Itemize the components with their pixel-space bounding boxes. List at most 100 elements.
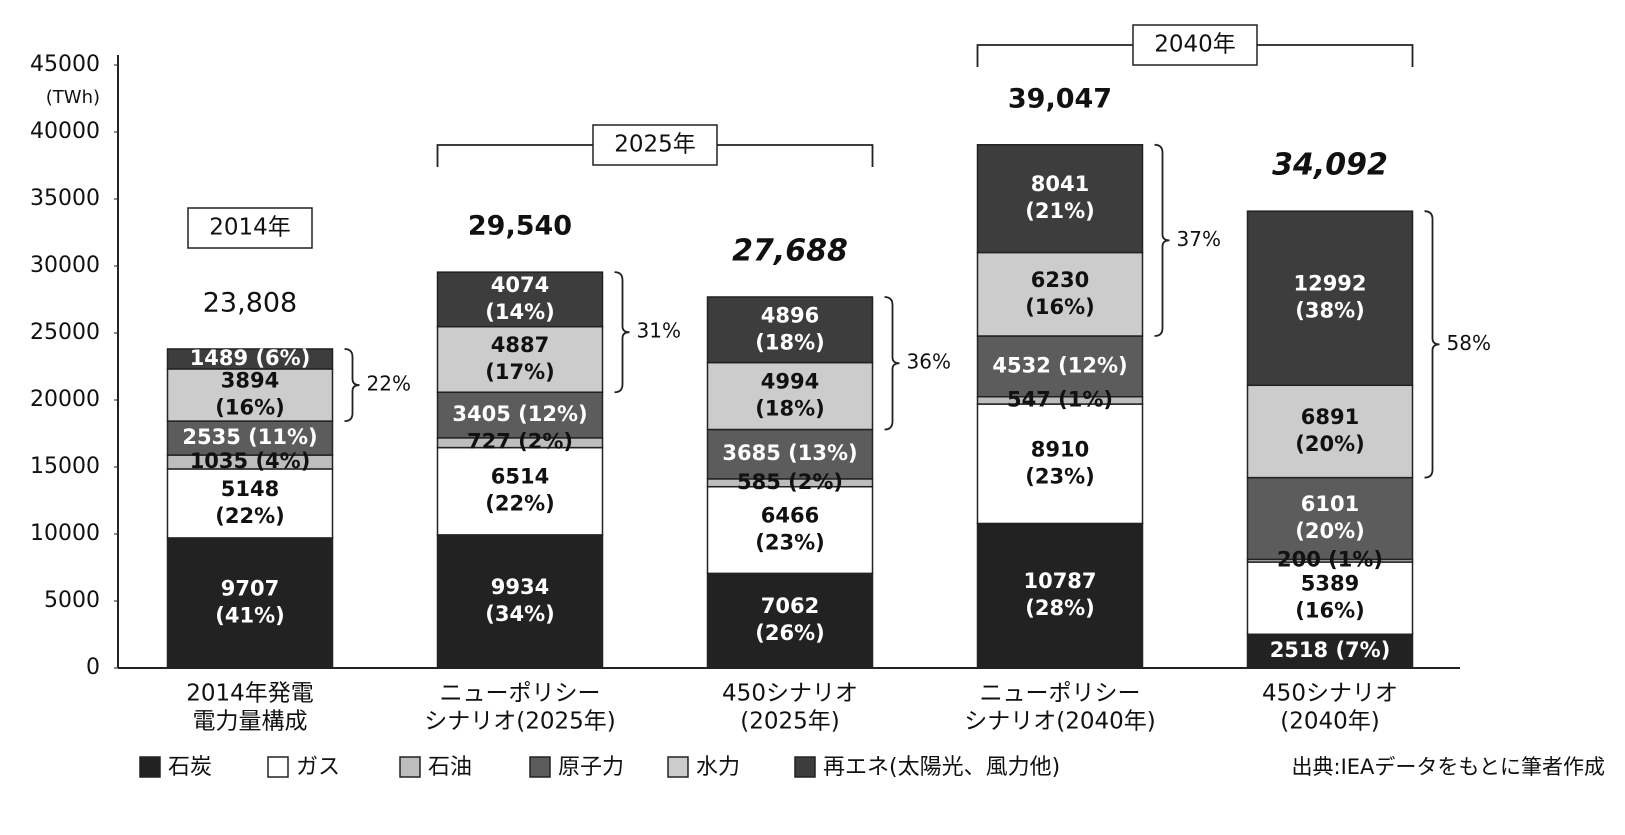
- brace: [1424, 210, 1440, 479]
- bar-segment: [436, 271, 604, 328]
- total-label: 27,688: [732, 233, 848, 268]
- y-unit: (TWh): [46, 87, 100, 108]
- brace-label: 37%: [1177, 227, 1221, 251]
- value-label: 7062: [761, 594, 819, 618]
- legend-swatch: [794, 756, 816, 778]
- x-tick-label: (2040年): [1280, 709, 1379, 735]
- bar-segment: [1246, 384, 1414, 479]
- bar-segment: [436, 534, 604, 669]
- legend-swatch: [139, 756, 161, 778]
- y-tick-label: 10000: [30, 521, 100, 546]
- value-label: (23%): [755, 531, 824, 555]
- source: 出典:IEAデータをもとに筆者作成: [1292, 755, 1605, 779]
- total-label: 34,092: [1272, 148, 1388, 183]
- value-label: 585 (2%): [737, 470, 843, 494]
- value-label: (16%): [215, 396, 284, 420]
- total-label: 39,047: [1008, 83, 1112, 114]
- value-label: 4994: [761, 370, 819, 394]
- group-box: [1132, 24, 1258, 66]
- value-label: (16%): [1025, 295, 1094, 319]
- brace-label: 58%: [1447, 331, 1491, 355]
- value-label: (16%): [1295, 599, 1364, 623]
- value-label: (22%): [485, 492, 554, 516]
- value-label: (23%): [1025, 464, 1094, 488]
- y-tick-label: 35000: [30, 186, 100, 211]
- bar-segment: [706, 428, 874, 480]
- brace-label: 22%: [367, 372, 411, 396]
- value-label: 8041: [1031, 172, 1089, 196]
- legend-label: ガス: [296, 755, 340, 780]
- value-label: 8910: [1031, 437, 1089, 461]
- brace-label: 36%: [907, 350, 951, 374]
- bar-segment: [166, 348, 334, 370]
- legend-label: 再エネ(太陽光、風力他): [823, 755, 1060, 780]
- brace: [1154, 143, 1170, 337]
- brace: [614, 271, 630, 394]
- legend-swatch: [667, 756, 689, 778]
- value-label: 6230: [1031, 268, 1089, 292]
- x-tick-label: ニューポリシー: [980, 681, 1141, 707]
- value-label: 1035 (4%): [190, 449, 311, 473]
- bar-segment: [706, 361, 874, 431]
- value-label: 547 (1%): [1007, 387, 1113, 411]
- brace: [884, 296, 900, 431]
- value-label: (20%): [1295, 519, 1364, 543]
- value-label: (17%): [485, 360, 554, 384]
- value-label: 2535 (11%): [182, 425, 317, 449]
- x-tick-label: 450シナリオ: [722, 681, 858, 707]
- value-label: 4887: [491, 333, 549, 357]
- group-label: 2014年: [209, 215, 291, 241]
- value-label: 12992: [1293, 272, 1366, 296]
- brace: [344, 348, 360, 423]
- y-tick-label: 0: [86, 655, 100, 680]
- value-label: 5389: [1301, 572, 1359, 596]
- y-tick-label: 30000: [30, 253, 100, 278]
- value-label: 6101: [1301, 492, 1359, 516]
- bar-segment: [706, 572, 874, 669]
- bar-segment: [976, 144, 1144, 254]
- value-label: 2518 (7%): [1270, 638, 1391, 662]
- total-label: 23,808: [203, 287, 297, 318]
- value-label: (26%): [755, 621, 824, 645]
- value-label: 1489 (6%): [190, 346, 311, 370]
- bar-segment: [976, 251, 1144, 337]
- legend-swatch: [529, 756, 551, 778]
- bar-segment: [976, 403, 1144, 525]
- value-label: 4074: [491, 273, 549, 297]
- value-label: 10787: [1023, 569, 1096, 593]
- value-label: 3894: [221, 369, 279, 393]
- legend-swatch: [399, 756, 421, 778]
- value-label: 6514: [491, 465, 549, 489]
- value-label: 9934: [491, 575, 549, 599]
- value-label: 3405 (12%): [452, 402, 587, 426]
- bar-segment: [706, 485, 874, 575]
- bar-segment: [976, 335, 1144, 398]
- x-tick-label: (2025年): [740, 709, 839, 735]
- legend-label: 石油: [428, 755, 472, 780]
- value-label: 6891: [1301, 405, 1359, 429]
- value-label: 4896: [761, 303, 819, 327]
- group-box: [592, 124, 718, 166]
- legend-swatch: [267, 756, 289, 778]
- group-label: 2025年: [614, 132, 696, 158]
- legend-label: 原子力: [558, 755, 624, 780]
- value-label: (21%): [1025, 199, 1094, 223]
- value-label: (20%): [1295, 432, 1364, 456]
- x-tick-label: シナリオ(2040年): [964, 709, 1155, 735]
- group-box: [187, 207, 313, 249]
- group-label: 2040年: [1154, 32, 1236, 58]
- y-tick-label: 5000: [44, 588, 100, 613]
- value-label: 727 (2%): [467, 430, 573, 454]
- value-label: (38%): [1295, 299, 1364, 323]
- x-tick-label: ニューポリシー: [440, 681, 601, 707]
- x-tick-label: 電力量構成: [193, 709, 308, 735]
- bar-segment: [166, 368, 334, 422]
- y-tick-label: 15000: [30, 454, 100, 479]
- bar-segment: [976, 522, 1144, 669]
- x-tick-label: 450シナリオ: [1262, 681, 1398, 707]
- value-label: 9707: [221, 576, 279, 600]
- value-label: (18%): [755, 397, 824, 421]
- value-label: 6466: [761, 504, 819, 528]
